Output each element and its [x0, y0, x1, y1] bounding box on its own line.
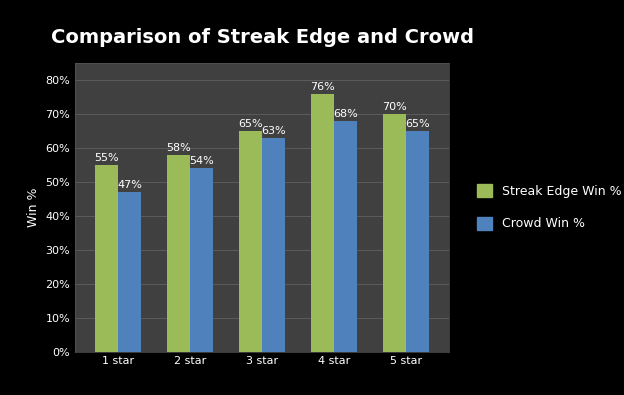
Text: 76%: 76%	[310, 82, 335, 92]
Bar	[190, 168, 213, 352]
Text: 55%: 55%	[94, 153, 119, 163]
Text: Comparison of Streak Edge and Crowd: Comparison of Streak Edge and Crowd	[51, 28, 474, 47]
Bar	[95, 165, 118, 352]
Bar	[262, 138, 285, 352]
Y-axis label: Win %: Win %	[27, 188, 40, 227]
Bar	[311, 94, 334, 352]
Bar	[118, 192, 141, 352]
Text: 68%: 68%	[333, 109, 358, 119]
Bar	[334, 121, 357, 352]
Text: 58%: 58%	[166, 143, 191, 153]
Legend: Streak Edge Win %, Crowd Win %: Streak Edge Win %, Crowd Win %	[470, 178, 624, 237]
Text: 65%: 65%	[405, 119, 430, 129]
Text: 54%: 54%	[189, 156, 214, 166]
Bar	[406, 131, 429, 352]
Bar	[239, 131, 262, 352]
Text: 70%: 70%	[382, 102, 407, 112]
Bar	[167, 155, 190, 352]
Text: 47%: 47%	[117, 180, 142, 190]
Text: 63%: 63%	[261, 126, 286, 136]
Text: 65%: 65%	[238, 119, 263, 129]
Bar	[383, 114, 406, 352]
